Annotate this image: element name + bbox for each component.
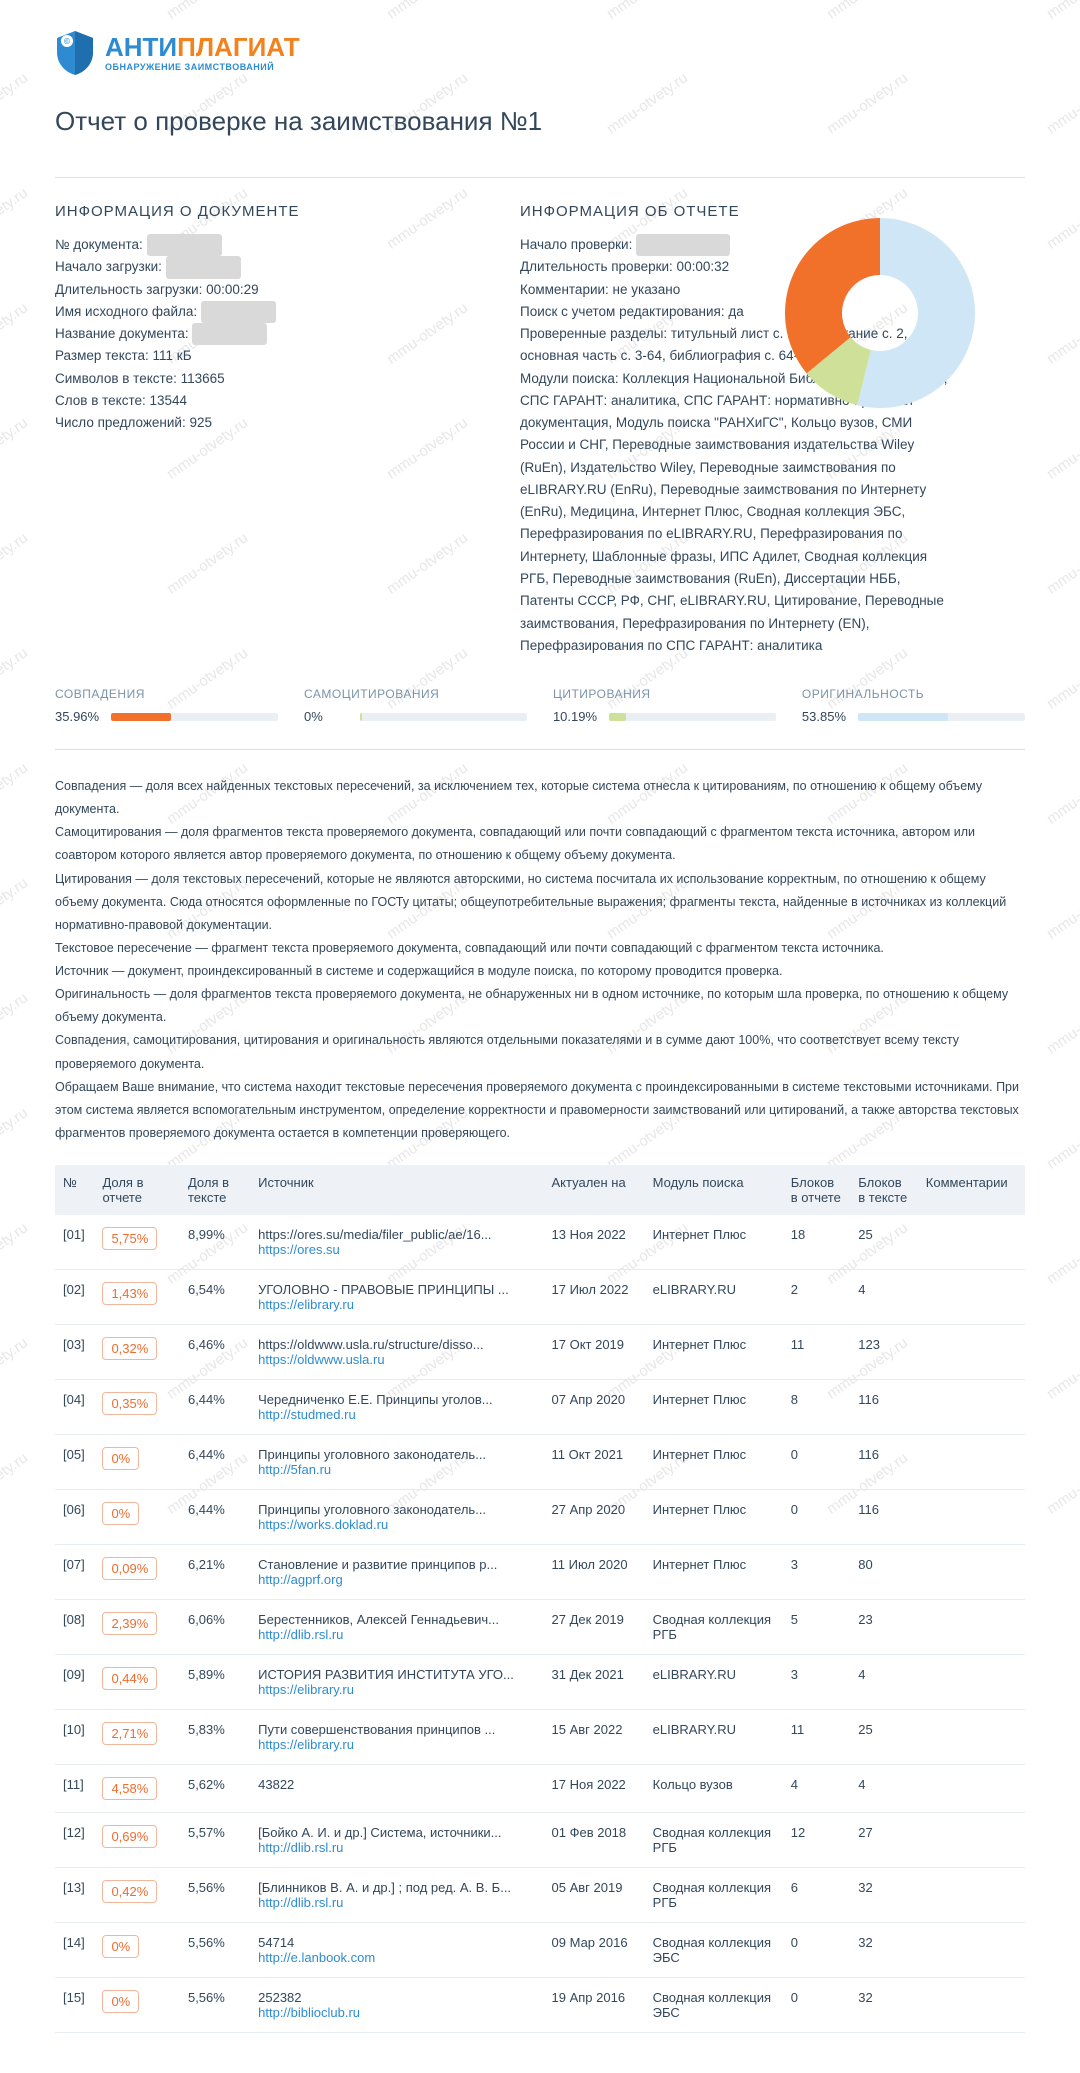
page-title: Отчет о проверке на заимствования №1 bbox=[55, 106, 1025, 137]
table-row[interactable]: [12] 0,69% 5,57% [Бойко А. И. и др.] Систем… bbox=[55, 1813, 1025, 1868]
stat-block-цитирования: ЦИТИРОВАНИЯ 10.19% bbox=[553, 687, 776, 724]
share-in-report-badge: 0,35% bbox=[102, 1392, 157, 1415]
description-section: Совпадения — доля всех найденных текстов… bbox=[55, 775, 1025, 1145]
share-in-report-badge: 0% bbox=[102, 1935, 139, 1958]
source-url-link[interactable]: http://dlib.rsl.ru bbox=[258, 1840, 343, 1855]
source-title: Берестенников, Алексей Геннадьевич... bbox=[258, 1612, 535, 1627]
stat-block-совпадения: СОВПАДЕНИЯ 35.96% bbox=[55, 687, 278, 724]
stats-section: СОВПАДЕНИЯ 35.96% САМОЦИТИРОВАНИЯ 0% ЦИТИРОВ… bbox=[55, 687, 1025, 724]
source-title: [Блинников В. А. и др.] ; под ред. А. В.… bbox=[258, 1880, 535, 1895]
source-title: 54714 bbox=[258, 1935, 535, 1950]
table-row[interactable]: [15] 0% 5,56% 252382 http://biblioclub.ru 19 … bbox=[55, 1978, 1025, 2033]
source-url-link[interactable]: http://dlib.rsl.ru bbox=[258, 1627, 343, 1642]
share-in-report-badge: 0% bbox=[102, 1990, 139, 2013]
document-info-lines: № документа: Начало загрузки: Длительнос… bbox=[55, 234, 475, 434]
source-url-link[interactable]: http://studmed.ru bbox=[258, 1407, 356, 1422]
document-info-line: № документа: bbox=[55, 234, 475, 256]
source-url-link[interactable]: http://biblioclub.ru bbox=[258, 2005, 360, 2020]
source-url-link[interactable]: https://elibrary.ru bbox=[258, 1297, 354, 1312]
description-paragraph: Текстовое пересечение — фрагмент текста … bbox=[55, 937, 1025, 960]
share-in-report-badge: 0,42% bbox=[102, 1880, 157, 1903]
stat-block-оригинальность: ОРИГИНАЛЬНОСТЬ 53.85% bbox=[802, 687, 1025, 724]
share-in-report-badge: 0% bbox=[102, 1447, 139, 1470]
share-in-report-badge: 1,43% bbox=[102, 1282, 157, 1305]
document-info-column: ИНФОРМАЦИЯ О ДОКУМЕНТЕ № документа: Нача… bbox=[55, 203, 475, 657]
shield-logo-icon: © bbox=[55, 30, 95, 76]
source-title: 43822 bbox=[258, 1777, 535, 1792]
description-paragraph: Оригинальность — доля фрагментов текста … bbox=[55, 983, 1025, 1029]
report-info-column: ИНФОРМАЦИЯ ОБ ОТЧЕТЕ Начало проверки: Дл… bbox=[520, 203, 970, 657]
table-row[interactable]: [13] 0,42% 5,56% [Блинников В. А. и др.] ; … bbox=[55, 1868, 1025, 1923]
source-title: https://ores.su/media/filer_public/ae/16… bbox=[258, 1227, 535, 1242]
source-title: [Бойко А. И. и др.] Система, источники..… bbox=[258, 1825, 535, 1840]
sources-table: № Доля в отчете Доля в тексте Источник А… bbox=[55, 1165, 1025, 2033]
source-url-link[interactable]: https://elibrary.ru bbox=[258, 1682, 354, 1697]
description-paragraph: Совпадения, самоцитирования, цитирования… bbox=[55, 1029, 1025, 1075]
table-row[interactable]: [08] 2,39% 6,06% Берестенников, Алексей Ген… bbox=[55, 1600, 1025, 1655]
description-paragraph: Самоцитирования — доля фрагментов текста… bbox=[55, 821, 1025, 867]
share-in-report-badge: 0,09% bbox=[102, 1557, 157, 1580]
table-row[interactable]: [01] 5,75% 8,99% https://ores.su/media/file… bbox=[55, 1215, 1025, 1270]
share-in-report-badge: 0% bbox=[102, 1502, 139, 1525]
share-in-report-badge: 0,69% bbox=[102, 1825, 157, 1848]
share-in-report-badge: 0,32% bbox=[102, 1337, 157, 1360]
document-info-line: Длительность загрузки: 00:00:29 bbox=[55, 279, 475, 301]
source-title: Принципы уголовного законодатель... bbox=[258, 1447, 535, 1462]
table-row[interactable]: [10] 2,71% 5,83% Пути совершенствования при… bbox=[55, 1710, 1025, 1765]
document-info-line: Имя исходного файла: bbox=[55, 301, 475, 323]
sources-table-body: [01] 5,75% 8,99% https://ores.su/media/file… bbox=[55, 1215, 1025, 2033]
source-url-link[interactable]: https://ores.su bbox=[258, 1242, 340, 1257]
source-title: Принципы уголовного законодатель... bbox=[258, 1502, 535, 1517]
source-title: 252382 bbox=[258, 1990, 535, 2005]
brand-subtitle: ОБНАРУЖЕНИЕ ЗАИМСТВОВАНИЙ bbox=[105, 62, 300, 72]
source-title: https://oldwww.usla.ru/structure/disso..… bbox=[258, 1337, 535, 1352]
table-row[interactable]: [02] 1,43% 6,54% УГОЛОВНО - ПРАВОВЫЕ ПРИНЦИ… bbox=[55, 1270, 1025, 1325]
document-info-line: Начало загрузки: bbox=[55, 256, 475, 278]
table-row[interactable]: [04] 0,35% 6,44% Чередниченко Е.Е. Принципы… bbox=[55, 1380, 1025, 1435]
table-row[interactable]: [05] 0% 6,44% Принципы уголовного законодат… bbox=[55, 1435, 1025, 1490]
document-info-line: Число предложений: 925 bbox=[55, 412, 475, 434]
source-title: Чередниченко Е.Е. Принципы уголов... bbox=[258, 1392, 535, 1407]
description-paragraph: Совпадения — доля всех найденных текстов… bbox=[55, 775, 1025, 821]
document-info-line: Размер текста: 111 кБ bbox=[55, 345, 475, 367]
stat-block-самоцитирования: САМОЦИТИРОВАНИЯ 0% bbox=[304, 687, 527, 724]
brand-name-block: АНТИПЛАГИАТ ОБНАРУЖЕНИЕ ЗАИМСТВОВАНИЙ bbox=[105, 34, 300, 72]
source-url-link[interactable]: http://agprf.org bbox=[258, 1572, 343, 1587]
table-row[interactable]: [14] 0% 5,56% 54714 http://e.lanbook.com 09 М… bbox=[55, 1923, 1025, 1978]
table-row[interactable]: [03] 0,32% 6,46% https://oldwww.usla.ru/str… bbox=[55, 1325, 1025, 1380]
document-info-line: Слов в тексте: 13544 bbox=[55, 390, 475, 412]
document-info-heading: ИНФОРМАЦИЯ О ДОКУМЕНТЕ bbox=[55, 203, 475, 220]
table-row[interactable]: [11] 4,58% 5,62% 43822 17 Ноя 2022 Кольцо вуз… bbox=[55, 1765, 1025, 1813]
source-url-link[interactable]: https://elibrary.ru bbox=[258, 1737, 354, 1752]
table-row[interactable]: [06] 0% 6,44% Принципы уголовного законодат… bbox=[55, 1490, 1025, 1545]
source-title: УГОЛОВНО - ПРАВОВЫЕ ПРИНЦИПЫ ... bbox=[258, 1282, 535, 1297]
document-info-line: Символов в тексте: 113665 bbox=[55, 368, 475, 390]
description-paragraph: Обращаем Ваше внимание, что система нахо… bbox=[55, 1076, 1025, 1145]
source-url-link[interactable]: http://5fan.ru bbox=[258, 1462, 331, 1477]
info-section: ИНФОРМАЦИЯ О ДОКУМЕНТЕ № документа: Нача… bbox=[55, 203, 1025, 657]
document-info-line: Название документа: bbox=[55, 323, 475, 345]
share-in-report-badge: 0,44% bbox=[102, 1667, 157, 1690]
share-in-report-badge: 5,75% bbox=[102, 1227, 157, 1250]
share-in-report-badge: 2,71% bbox=[102, 1722, 157, 1745]
source-title: Становление и развитие принципов р... bbox=[258, 1557, 535, 1572]
source-title: Пути совершенствования принципов ... bbox=[258, 1722, 535, 1737]
source-url-link[interactable]: https://oldwww.usla.ru bbox=[258, 1352, 384, 1367]
report-pie-chart bbox=[780, 213, 980, 413]
source-url-link[interactable]: https://works.doklad.ru bbox=[258, 1517, 388, 1532]
brand-header: © АНТИПЛАГИАТ ОБНАРУЖЕНИЕ ЗАИМСТВОВАНИЙ bbox=[55, 30, 1025, 76]
source-url-link[interactable]: http://dlib.rsl.ru bbox=[258, 1895, 343, 1910]
description-paragraph: Цитирования — доля текстовых пересечений… bbox=[55, 868, 1025, 937]
table-row[interactable]: [07] 0,09% 6,21% Становление и развитие при… bbox=[55, 1545, 1025, 1600]
brand-name-part2: ПЛАГИАТ bbox=[177, 32, 300, 62]
table-row[interactable]: [09] 0,44% 5,89% ИСТОРИЯ РАЗВИТИЯ ИНСТИТУТА… bbox=[55, 1655, 1025, 1710]
source-title: ИСТОРИЯ РАЗВИТИЯ ИНСТИТУТА УГО... bbox=[258, 1667, 535, 1682]
brand-name-part1: АНТИ bbox=[105, 32, 177, 62]
share-in-report-badge: 2,39% bbox=[102, 1612, 157, 1635]
share-in-report-badge: 4,58% bbox=[102, 1777, 157, 1800]
svg-text:©: © bbox=[64, 37, 70, 46]
description-paragraph: Источник — документ, проиндексированный … bbox=[55, 960, 1025, 983]
source-url-link[interactable]: http://e.lanbook.com bbox=[258, 1950, 375, 1965]
